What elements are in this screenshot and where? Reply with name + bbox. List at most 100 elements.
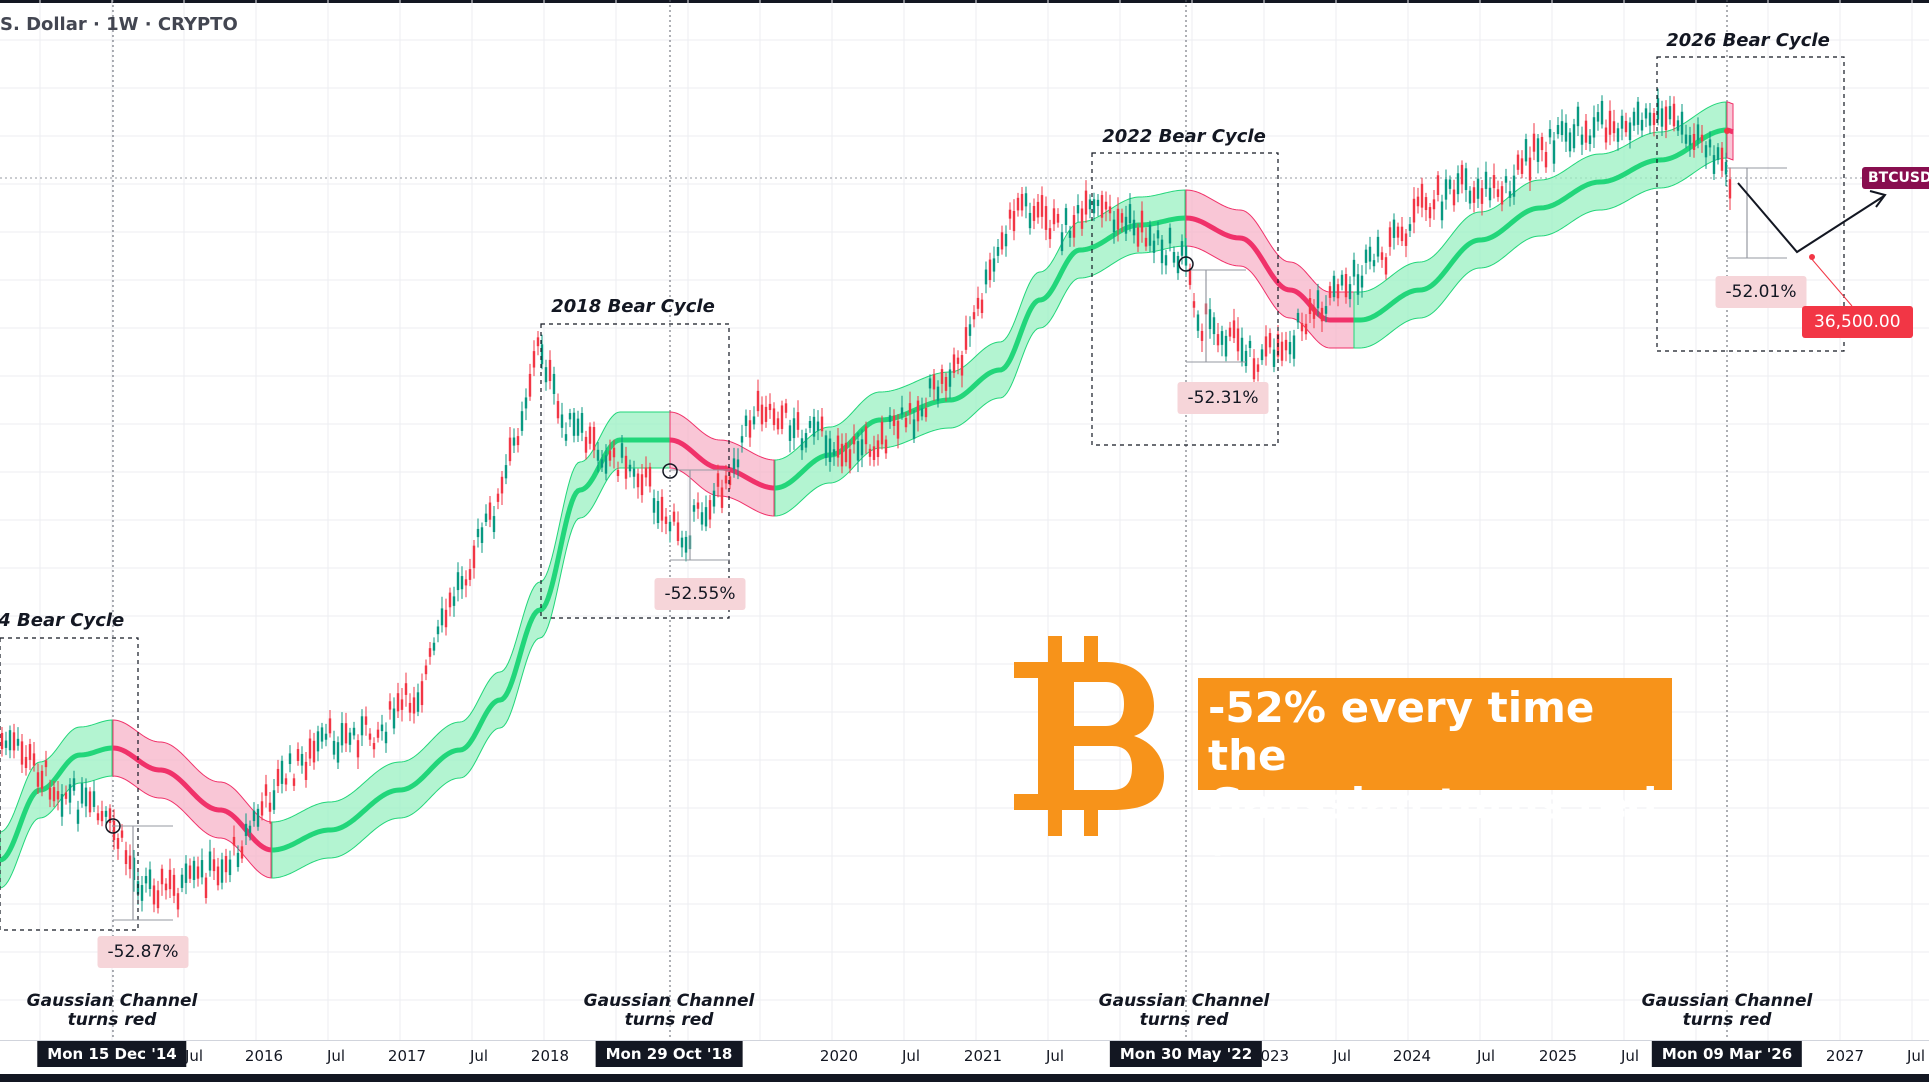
candle-body xyxy=(1348,284,1352,300)
overlays xyxy=(0,56,1887,931)
candle-body xyxy=(1576,106,1580,127)
candle-body xyxy=(1072,215,1076,238)
candle-body xyxy=(1616,128,1620,142)
candle-body xyxy=(152,885,156,905)
candle-body xyxy=(1076,205,1080,214)
channel-band xyxy=(112,719,272,879)
candle-body xyxy=(356,740,360,758)
candle-body xyxy=(1156,230,1160,239)
candle-body xyxy=(324,733,328,740)
candle-body xyxy=(984,269,988,285)
candle-body xyxy=(916,400,920,422)
candle-body xyxy=(1396,226,1400,238)
candle-body xyxy=(1012,211,1016,232)
candle-body xyxy=(588,426,592,444)
candle-body xyxy=(368,733,372,740)
candle-body xyxy=(1288,342,1292,355)
candle-body xyxy=(1056,213,1060,223)
candle-body xyxy=(1324,306,1328,314)
candle-body xyxy=(656,501,660,524)
candle-body xyxy=(436,626,440,635)
bottom-border xyxy=(0,1074,1929,1082)
drawdown-label-2022: -52.31% xyxy=(1177,382,1269,414)
candle-body xyxy=(1036,201,1040,218)
time-axis[interactable]: JMon 15 Dec '14Jul2016Jul2017Jul2018Mon … xyxy=(0,1040,1929,1075)
candle-body xyxy=(628,464,632,472)
candle-body xyxy=(828,438,832,462)
candle-body xyxy=(468,569,472,580)
candle-body xyxy=(512,437,516,446)
candle-body xyxy=(992,258,996,272)
candle-body xyxy=(592,427,596,451)
gaussian-label-2014: Gaussian Channel turns red xyxy=(26,991,198,1030)
candle-body xyxy=(1696,124,1700,141)
candle-body xyxy=(1564,122,1568,142)
candle-body xyxy=(232,836,236,846)
candle-body xyxy=(48,787,52,800)
candle-body xyxy=(672,511,676,522)
channel-band xyxy=(774,189,1186,517)
candle-body xyxy=(1356,274,1360,295)
candle-body xyxy=(520,411,524,431)
channel-end-dot xyxy=(1724,128,1730,134)
candle-body xyxy=(1468,190,1472,204)
x-tick-label: Jul xyxy=(1476,1047,1496,1065)
candle-body xyxy=(580,412,584,433)
candle-body xyxy=(1660,108,1664,127)
candle-body xyxy=(540,344,544,365)
candle-body xyxy=(492,516,496,533)
candle-body xyxy=(912,419,916,439)
channel-midline xyxy=(0,745,113,863)
candle-body xyxy=(1080,208,1084,229)
candle-body xyxy=(1704,145,1708,158)
candle-body xyxy=(944,376,948,391)
bear-cycle-box-2014 xyxy=(0,637,139,931)
chart-canvas[interactable] xyxy=(0,0,1929,1040)
candle-body xyxy=(752,416,756,425)
candle-body xyxy=(648,466,652,487)
candle-body xyxy=(1196,314,1200,331)
candle-body xyxy=(872,446,876,460)
candle-body xyxy=(1140,210,1144,233)
bear-cycle-box-2022 xyxy=(1091,152,1279,446)
candle-body xyxy=(460,576,464,590)
channel-band xyxy=(0,719,113,889)
candle-body xyxy=(1160,239,1164,264)
candle-body xyxy=(1272,349,1276,367)
candle-body xyxy=(352,727,356,736)
drawdown-label-2026: -52.01% xyxy=(1715,276,1807,308)
candle-body xyxy=(560,414,564,428)
candle-body xyxy=(180,874,184,888)
candle-body xyxy=(756,390,760,412)
candle-body xyxy=(1168,227,1172,244)
callout-line-2: Gaussian turns red ! xyxy=(1208,779,1658,876)
candle-body xyxy=(1320,307,1324,322)
candle-body xyxy=(1088,199,1092,210)
candle-body xyxy=(1260,349,1264,361)
candle-body xyxy=(1192,301,1196,308)
candle-body xyxy=(680,537,684,548)
candle-body xyxy=(1048,228,1052,240)
candle-body xyxy=(904,417,908,428)
candle-body xyxy=(736,459,740,468)
candle-body xyxy=(128,855,132,870)
candle-body xyxy=(364,716,368,725)
candle-body xyxy=(536,337,540,347)
candle-body xyxy=(1292,335,1296,359)
candle-body xyxy=(772,408,776,426)
candle-body xyxy=(776,418,780,430)
candle-body xyxy=(556,401,560,419)
candle-body xyxy=(584,436,588,453)
candle-body xyxy=(1248,340,1252,348)
candle-body xyxy=(784,403,788,413)
candle-body xyxy=(1596,112,1600,122)
candle-body xyxy=(972,312,976,320)
gaussian-label-2022: Gaussian Channel turns red xyxy=(1098,991,1270,1030)
candle-body xyxy=(212,859,216,872)
candle-body xyxy=(20,741,24,765)
candle-body xyxy=(1524,139,1528,162)
candle-body xyxy=(608,450,612,461)
candle-body xyxy=(1684,134,1688,144)
candle-body xyxy=(1136,227,1140,247)
candle-body xyxy=(824,435,828,459)
